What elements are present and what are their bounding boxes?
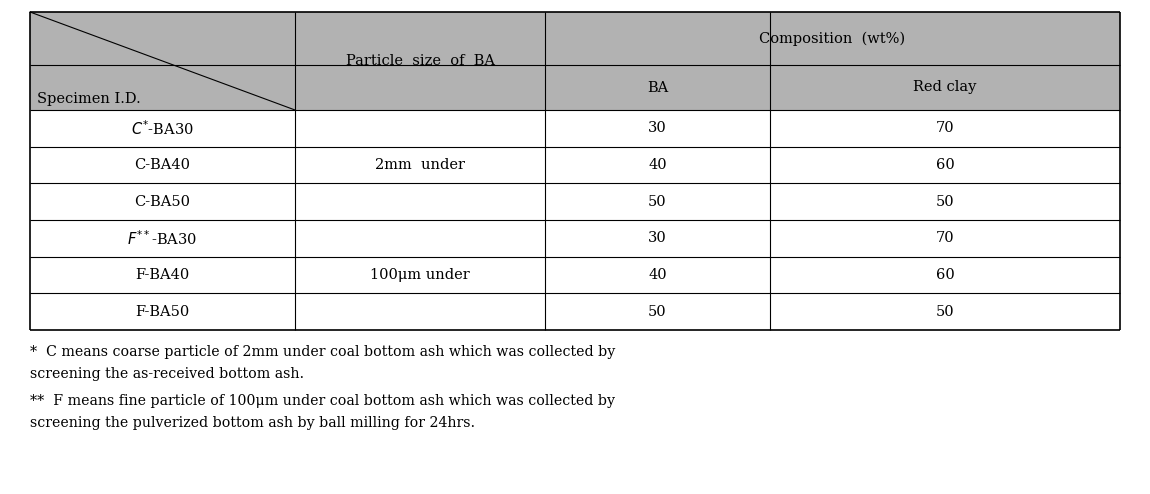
Text: 60: 60 bbox=[936, 158, 954, 172]
Text: C-BA50: C-BA50 bbox=[135, 195, 191, 208]
Text: F-BA50: F-BA50 bbox=[136, 305, 190, 319]
Text: 60: 60 bbox=[936, 268, 954, 282]
Bar bbox=[30, 147, 1120, 183]
Text: 30: 30 bbox=[649, 122, 667, 135]
Text: 70: 70 bbox=[936, 231, 954, 246]
Bar bbox=[30, 183, 1120, 220]
Bar bbox=[30, 12, 1120, 65]
Text: BA: BA bbox=[646, 81, 668, 94]
Text: 50: 50 bbox=[936, 305, 954, 319]
Text: 50: 50 bbox=[649, 305, 667, 319]
Bar bbox=[30, 65, 1120, 110]
Text: $C^{*}$-BA30: $C^{*}$-BA30 bbox=[131, 119, 194, 138]
Text: 30: 30 bbox=[649, 231, 667, 246]
Text: 50: 50 bbox=[936, 195, 954, 208]
Text: 2mm  under: 2mm under bbox=[375, 158, 465, 172]
Text: 40: 40 bbox=[649, 268, 667, 282]
Text: Red clay: Red clay bbox=[913, 81, 976, 94]
Text: $F^{**}$-BA30: $F^{**}$-BA30 bbox=[128, 229, 198, 247]
Text: *  C means coarse particle of 2mm under coal bottom ash which was collected by: * C means coarse particle of 2mm under c… bbox=[30, 345, 615, 359]
Bar bbox=[30, 293, 1120, 330]
Text: 100μm under: 100μm under bbox=[370, 268, 470, 282]
Bar bbox=[30, 220, 1120, 257]
Bar bbox=[30, 110, 1120, 147]
Text: 50: 50 bbox=[649, 195, 667, 208]
Text: C-BA40: C-BA40 bbox=[135, 158, 191, 172]
Text: F-BA40: F-BA40 bbox=[136, 268, 190, 282]
Text: Composition  (wt%): Composition (wt%) bbox=[759, 31, 905, 46]
Text: **  F means fine particle of 100μm under coal bottom ash which was collected by: ** F means fine particle of 100μm under … bbox=[30, 394, 615, 408]
Text: Particle  size  of  BA: Particle size of BA bbox=[345, 54, 494, 68]
Text: screening the as-received bottom ash.: screening the as-received bottom ash. bbox=[30, 367, 304, 381]
Text: screening the pulverized bottom ash by ball milling for 24hrs.: screening the pulverized bottom ash by b… bbox=[30, 416, 475, 430]
Text: Specimen I.D.: Specimen I.D. bbox=[37, 92, 140, 106]
Text: 70: 70 bbox=[936, 122, 954, 135]
Bar bbox=[30, 257, 1120, 293]
Text: 40: 40 bbox=[649, 158, 667, 172]
